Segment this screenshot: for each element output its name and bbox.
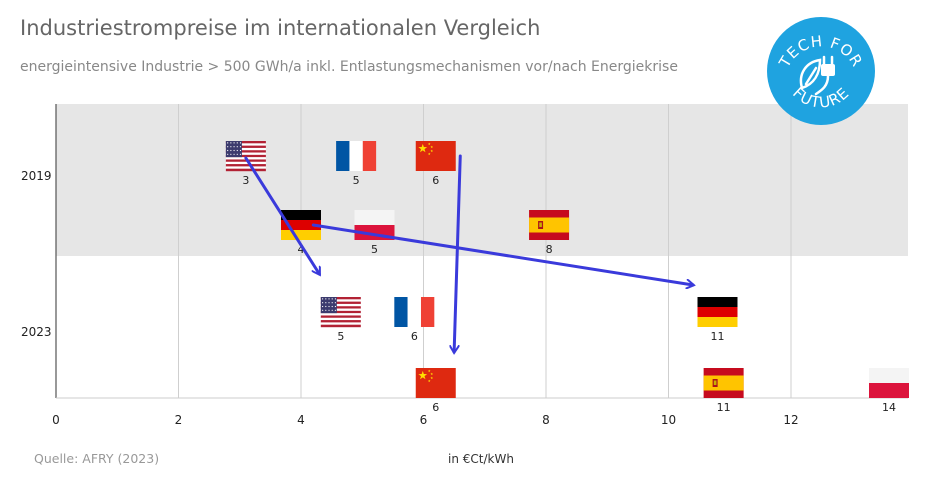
flag-marker-fr-2019 [336, 141, 377, 171]
y-category-label: 2019 [21, 169, 52, 183]
flag-marker-cn-2023 [415, 368, 456, 398]
data-label: 3 [242, 174, 249, 187]
data-label: 11 [711, 330, 725, 343]
flag-marker-fr-2023 [394, 297, 435, 327]
arrow-china [454, 154, 462, 352]
y-category-label: 2023 [21, 325, 52, 339]
x-axis-label: in €Ct/kWh [448, 452, 514, 466]
flag-marker-us-2023 [320, 297, 361, 328]
flag-marker-es-2023 [703, 368, 744, 398]
x-tick-label: 6 [420, 413, 428, 427]
flag-marker-us-2019 [225, 141, 266, 172]
flag-marker-es-2019 [529, 210, 570, 240]
x-tick-label: 0 [52, 413, 60, 427]
x-tick-label: 2 [175, 413, 183, 427]
tech-for-future-logo: TECH FOR FUTURE [767, 17, 875, 125]
chart-title: Industriestrompreise im internationalen … [20, 16, 541, 40]
x-tick-label: 12 [783, 413, 798, 427]
arrow-germany [311, 223, 693, 285]
data-label: 5 [353, 174, 360, 187]
flag-marker-de-2023 [697, 297, 738, 327]
source-note: Quelle: AFRY (2023) [34, 451, 160, 466]
data-label: 11 [717, 401, 731, 414]
data-label: 6 [432, 401, 439, 414]
data-label: 8 [546, 243, 553, 256]
chart-subtitle: energieintensive Industrie > 500 GWh/a i… [20, 59, 678, 75]
data-label: 14 [882, 401, 896, 414]
data-label: 6 [432, 174, 439, 187]
x-tick-label: 8 [542, 413, 550, 427]
flag-marker-pl-2023 [869, 368, 909, 398]
data-label: 4 [298, 243, 305, 256]
band-2019 [56, 104, 908, 256]
x-tick-label: 4 [297, 413, 305, 427]
data-label: 5 [337, 330, 344, 343]
data-label: 5 [371, 243, 378, 256]
data-label: 6 [411, 330, 418, 343]
arrow-usa [244, 156, 320, 274]
flag-marker-cn-2019 [415, 141, 456, 171]
x-tick-label: 10 [661, 413, 676, 427]
plug-leaf-icon [799, 55, 835, 96]
flag-marker-de-2019 [281, 210, 321, 240]
